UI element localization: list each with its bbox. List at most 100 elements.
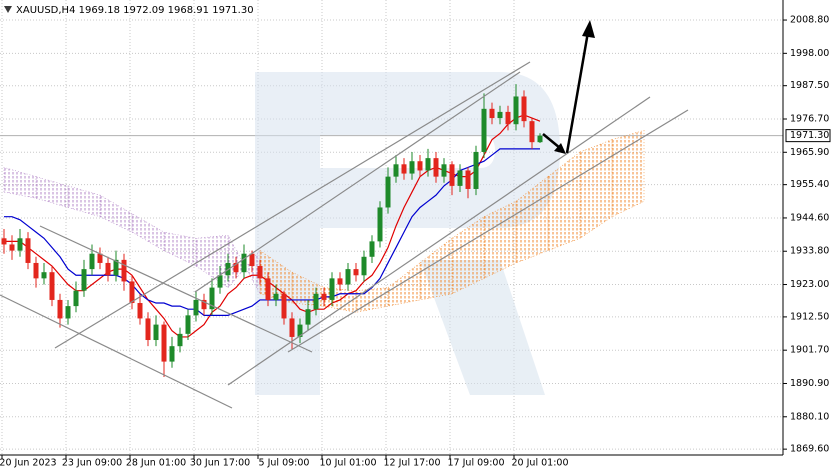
y-tick-label: 1965.90 [790, 147, 829, 158]
candle-body [313, 293, 319, 310]
candle-body [137, 303, 143, 319]
candle-body [169, 346, 175, 362]
candle-body [97, 253, 103, 263]
y-tick-label: 1901.70 [790, 345, 829, 356]
candle-body [529, 121, 535, 143]
candle-body [281, 293, 287, 319]
candle-body [401, 164, 407, 174]
candle-body [153, 324, 159, 341]
forecast-arrows [542, 20, 595, 154]
candle-body [385, 176, 391, 208]
candle-body [1, 238, 7, 245]
candle-body [9, 244, 15, 251]
y-tick-label: 1869.60 [790, 444, 829, 455]
candle-body [81, 269, 87, 291]
y-tick-label: 1933.80 [790, 246, 829, 257]
candle-body [161, 324, 167, 362]
y-tick-label: 1976.70 [790, 113, 829, 124]
y-tick-label: 1890.90 [790, 378, 829, 389]
candle-body [217, 275, 223, 288]
candle-body [73, 290, 79, 307]
cloud-segment [451, 216, 485, 295]
candle-body [537, 135, 543, 143]
y-tick-label: 2008.80 [790, 15, 829, 26]
cloud-segment [131, 213, 165, 252]
candle-body [481, 108, 487, 152]
candle-body [417, 161, 423, 171]
trend-lines [0, 61, 689, 409]
candle-body [145, 318, 151, 341]
x-tick-label: 23 Jun 09:00 [62, 458, 122, 469]
candle-body [521, 96, 527, 122]
candle-body [305, 309, 311, 325]
cloud-segment [419, 237, 453, 301]
cloud-segment [611, 129, 645, 218]
y-tick-label: 1944.60 [790, 212, 829, 223]
candle-body [185, 315, 191, 334]
candle-body [321, 293, 327, 300]
candle-body [241, 253, 247, 273]
candle-body [329, 278, 335, 300]
candle-body [273, 293, 279, 300]
candle-body [113, 259, 119, 276]
candle-body [289, 318, 295, 337]
candle-body [513, 96, 519, 125]
cloud-segment [387, 262, 421, 307]
candle-body [393, 164, 399, 177]
y-tick-label: 1987.50 [790, 80, 829, 91]
candles [1, 84, 543, 378]
candle-body [489, 108, 495, 119]
candle-body [193, 299, 199, 316]
y-tick-label: 1923.00 [790, 279, 829, 290]
candle-body [41, 272, 47, 279]
candle-body [465, 170, 471, 189]
candle-body [377, 207, 383, 242]
candle-body [89, 253, 95, 270]
candle-body [361, 256, 367, 276]
y-tick-label: 1912.50 [790, 311, 829, 322]
axis-labels: 2008.80 1998.00 1987.50 1976.70 1965.90 1955.… [0, 15, 831, 469]
chart-title: XAUUSD,H4 1969.18 1972.09 1968.91 1971.3… [16, 5, 254, 16]
y-tick-label: 1955.40 [790, 179, 829, 190]
last-price-box [785, 129, 831, 143]
cloud-segment [483, 200, 517, 279]
x-tick-label: 28 Jun 01:00 [126, 458, 186, 469]
candle-body [257, 266, 263, 279]
candle-body [121, 259, 127, 282]
candle-body [457, 170, 463, 186]
x-tick-label: 20 Jul 01:00 [512, 458, 569, 469]
y-tick-label: 1880.10 [790, 411, 829, 422]
candle-body [345, 269, 351, 285]
candle-body [497, 111, 503, 119]
candle-body [369, 241, 375, 257]
candle-body [473, 151, 479, 189]
candle-body [409, 161, 415, 174]
candle-body [105, 262, 111, 276]
candle-body [449, 164, 455, 186]
candle-body [65, 306, 71, 319]
candle-body [177, 333, 183, 347]
candle-body [337, 278, 343, 285]
x-tick-label: 5 Jul 09:00 [259, 458, 310, 469]
candle-body [233, 262, 239, 273]
candle-body [201, 299, 207, 310]
last-price-label: 1971.30 [790, 130, 829, 141]
candle-body [441, 164, 447, 177]
candle-body [265, 278, 271, 300]
x-tick-label: 20 Jun 2023 [0, 458, 57, 469]
candle-body [425, 158, 431, 171]
candle-body [129, 281, 135, 304]
candle-body [353, 269, 359, 276]
candle-body [433, 158, 439, 177]
title-icon [4, 6, 12, 13]
candle-body [249, 253, 255, 267]
candle-body [49, 272, 55, 300]
x-tick-label: 30 Jun 17:00 [190, 458, 250, 469]
x-tick-label: 17 Jul 09:00 [448, 458, 505, 469]
candle-body [17, 238, 23, 251]
candle-body [33, 262, 39, 279]
candle-body [209, 287, 215, 310]
y-tick-label: 1998.00 [790, 48, 829, 59]
